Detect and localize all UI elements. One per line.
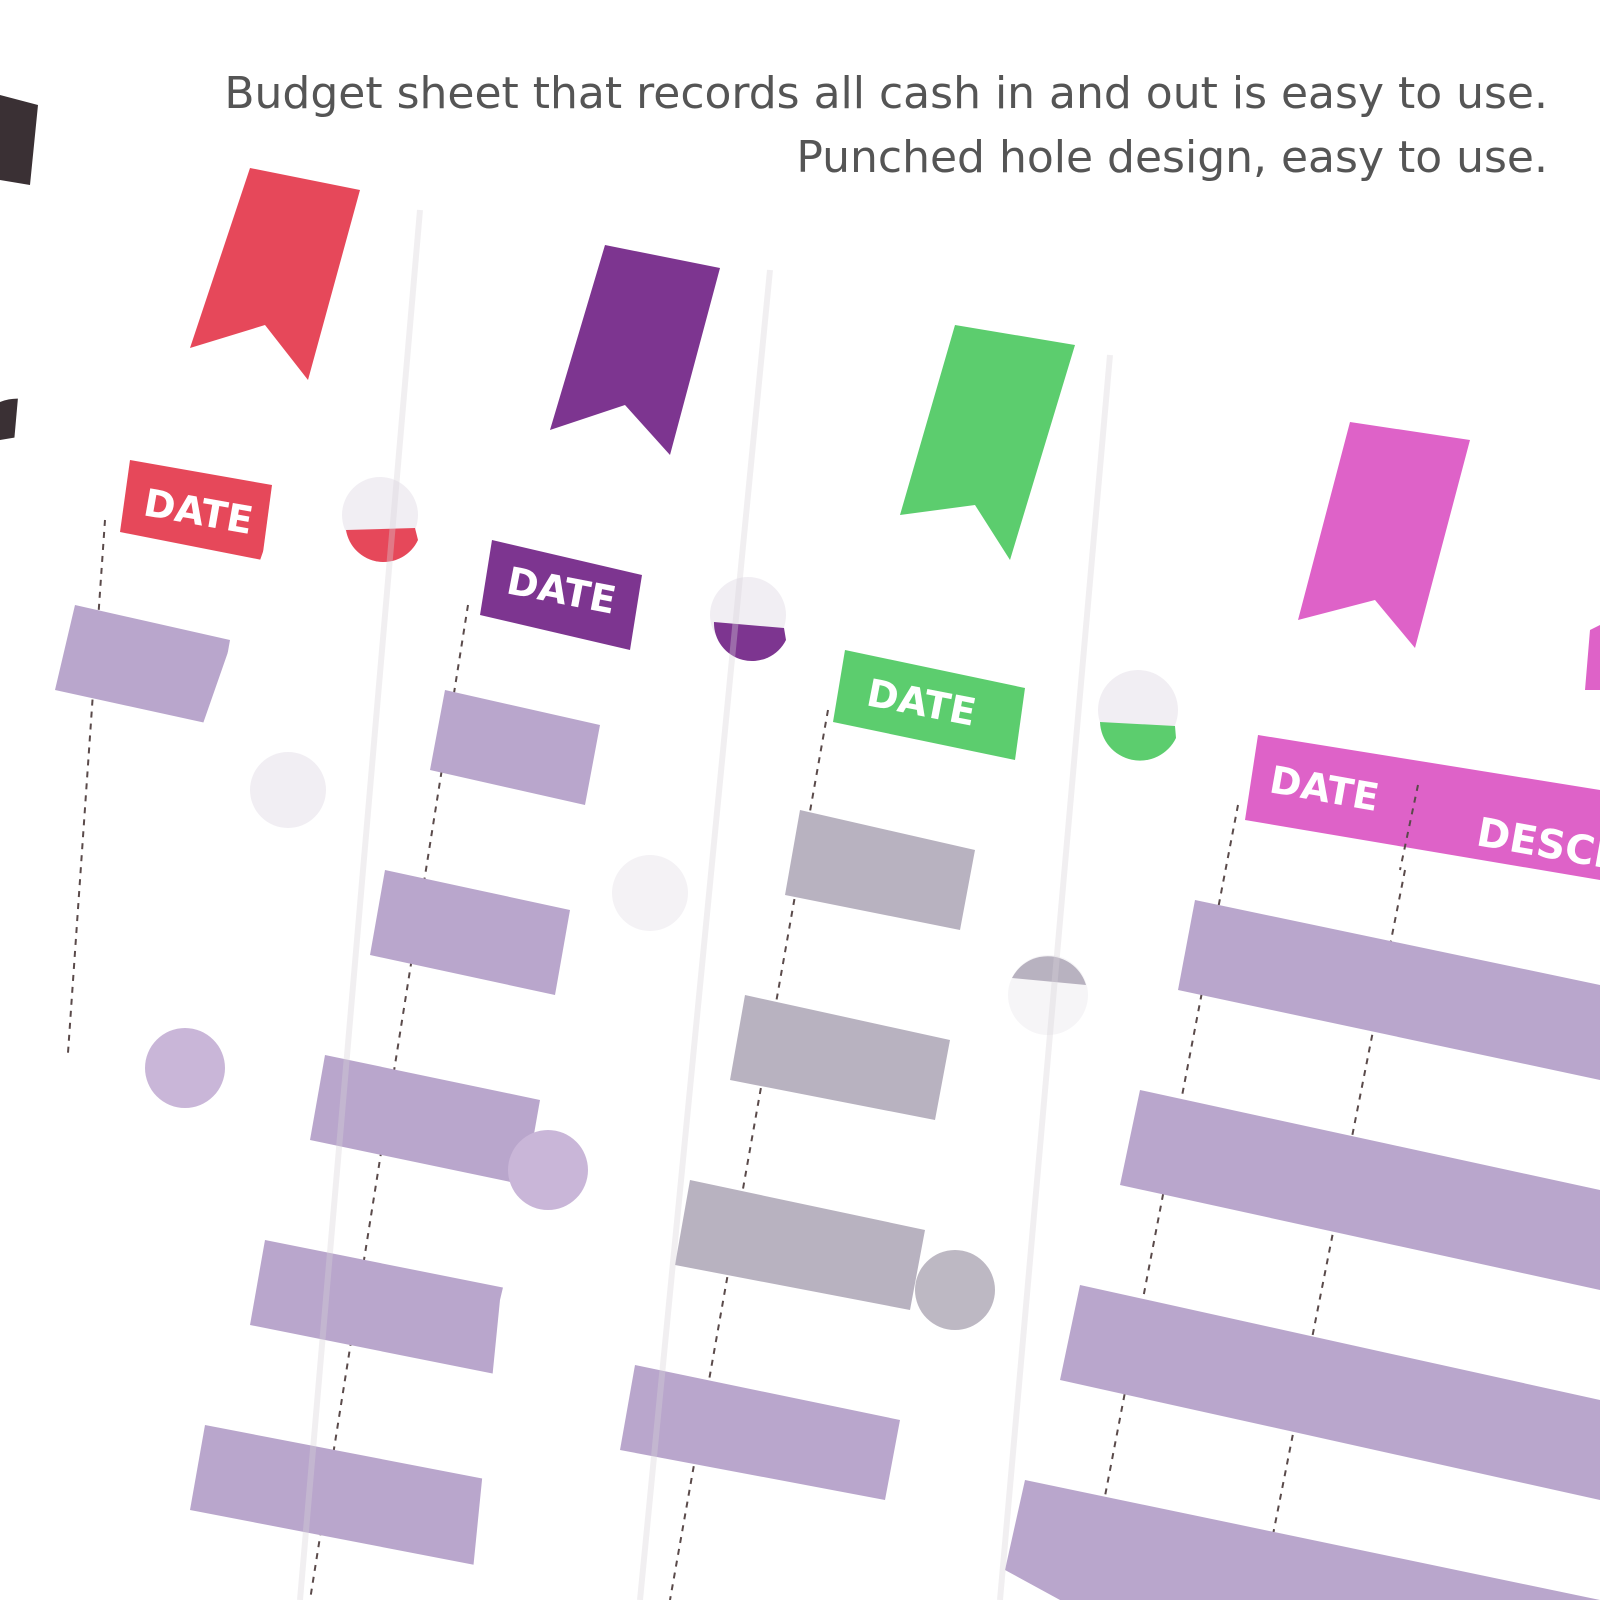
sheet-4-punched-holes: [915, 670, 1178, 1330]
sheet-4-tab-edge: [1585, 625, 1600, 690]
caption: Budget sheet that records all cash in an…: [224, 62, 1548, 190]
sheet-2-punched-holes: [145, 477, 418, 1108]
sheet-3-stripes: [620, 810, 975, 1500]
sheet-3-header: [833, 650, 1025, 760]
sheet-4-tab: [1298, 422, 1470, 648]
sheet-2-stripes: [190, 690, 600, 1565]
sheet-3-hole: [508, 1130, 588, 1210]
sheet-3-hole: [612, 855, 688, 931]
sheet-4-hole: [915, 1250, 995, 1330]
sheet-2-header: [480, 540, 642, 650]
sheet-2-tab: [550, 245, 720, 455]
sheet-2-hole: [250, 752, 326, 828]
sheet-4-header: [1245, 735, 1600, 880]
sheet-4-stripes: [1005, 900, 1600, 1600]
sheet-edge-shadows: [297, 209, 1113, 1600]
sheet-2-hole: [145, 1028, 225, 1108]
sheet-1-header: [120, 460, 272, 560]
caption-line-1: Budget sheet that records all cash in an…: [224, 68, 1548, 119]
caption-line-2: Punched hole design, easy to use.: [796, 132, 1548, 183]
sheet-1-tab: [190, 168, 360, 380]
sheet-0-tab: [0, 95, 38, 185]
sheet-1-stripes: [55, 605, 230, 725]
sheet-3-tab: [900, 325, 1075, 560]
sheet-4: DATE DESCR: [915, 360, 1600, 1600]
sheet-3-punched-holes: [508, 577, 786, 1210]
